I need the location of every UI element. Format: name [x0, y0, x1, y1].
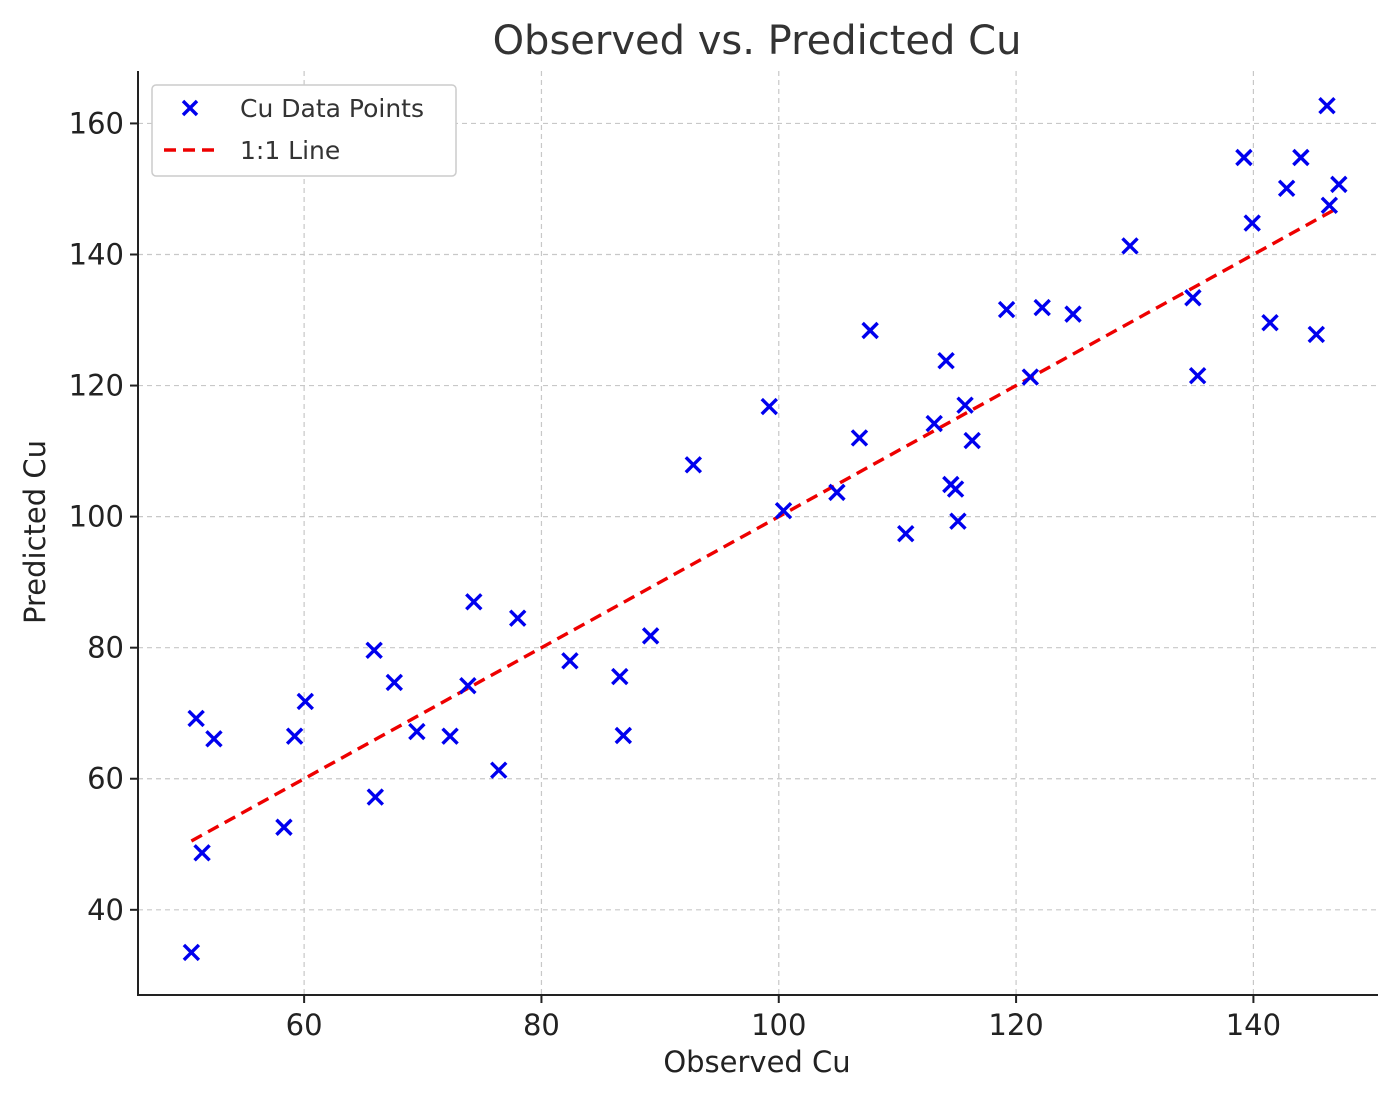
data-point-marker [611, 667, 629, 686]
data-point-marker [385, 673, 404, 692]
data-point-marker [1188, 367, 1207, 385]
data-point-marker [1318, 97, 1336, 115]
data-point-marker [187, 709, 205, 728]
x-tick-label: 100 [751, 1008, 806, 1042]
data-point-marker [925, 414, 943, 433]
data-point-marker [949, 512, 967, 530]
data-point-marker [459, 676, 477, 695]
data-point-marker [509, 609, 527, 627]
legend-box [151, 84, 457, 177]
data-point-marker [1277, 179, 1296, 198]
y-tick-label: 120 [69, 369, 124, 403]
one-to-one-line [190, 205, 1340, 843]
y-axis-ticks: 40 60 80 100 120 140 160 [69, 106, 138, 927]
x-tick-label: 120 [988, 1008, 1043, 1042]
data-point-marker [1243, 214, 1261, 232]
y-tick-label: 80 [87, 631, 124, 665]
data-point-marker [1235, 148, 1253, 167]
data-point-marker [441, 727, 459, 745]
data-point-marker [193, 844, 211, 862]
data-point-marker [408, 722, 426, 741]
data-point-marker [946, 480, 965, 498]
data-point-marker [850, 429, 869, 447]
data-point-marker [296, 692, 315, 711]
data-point-marker [614, 726, 633, 745]
data-point-marker [1292, 148, 1310, 167]
data-point-marker [956, 396, 974, 414]
data-point-marker [182, 943, 201, 962]
y-tick-label: 40 [87, 893, 124, 927]
data-point-marker [1184, 289, 1202, 307]
x-tick-label: 80 [523, 1008, 560, 1042]
data-point-marker [561, 652, 579, 670]
data-point-marker [465, 593, 483, 611]
x-axis-label: Observed Cu [663, 1045, 850, 1079]
data-point-marker [1320, 196, 1339, 215]
y-tick-label: 60 [87, 762, 124, 796]
data-point-marker [205, 730, 223, 748]
data-point-marker [366, 788, 385, 806]
fit-line-layer [190, 205, 1340, 843]
chart-title: Observed vs. Predicted Cu [493, 18, 1022, 64]
data-points [182, 97, 1348, 962]
data-point-marker [937, 351, 955, 370]
data-point-marker [275, 818, 293, 836]
legend-label-points: Cu Data Points [240, 94, 424, 123]
grid [138, 71, 1378, 995]
data-point-marker [684, 456, 703, 474]
data-point-marker [828, 483, 846, 502]
data-point-marker [774, 502, 793, 520]
data-point-marker [641, 627, 660, 645]
x-axis-ticks: 60 80 100 120 140 [286, 995, 1281, 1042]
data-point-marker [490, 761, 508, 779]
y-tick-label: 100 [69, 500, 124, 534]
x-tick-label: 140 [1226, 1008, 1281, 1042]
data-point-marker [897, 524, 915, 543]
legend-label-line: 1:1 Line [240, 136, 340, 165]
data-point-marker [365, 641, 383, 660]
y-tick-label: 160 [69, 106, 124, 140]
data-point-marker [1021, 368, 1040, 386]
data-point-marker [1121, 237, 1139, 255]
data-point-marker [963, 431, 981, 450]
x-tick-label: 60 [286, 1008, 323, 1042]
data-point-marker [760, 397, 778, 416]
data-point-marker [1064, 305, 1082, 323]
legend: Cu Data Points 1:1 Line [151, 84, 457, 177]
data-point-marker [861, 321, 879, 340]
data-point-marker [285, 727, 304, 745]
data-point-marker [1330, 175, 1348, 194]
data-point-marker [1307, 325, 1325, 344]
data-point-marker [997, 300, 1016, 319]
data-point-marker [1033, 298, 1051, 317]
legend-scatter-marker [181, 99, 199, 117]
data-point-marker [1261, 313, 1279, 332]
y-tick-label: 140 [69, 237, 124, 271]
y-axis-label: Predicted Cu [18, 440, 52, 624]
